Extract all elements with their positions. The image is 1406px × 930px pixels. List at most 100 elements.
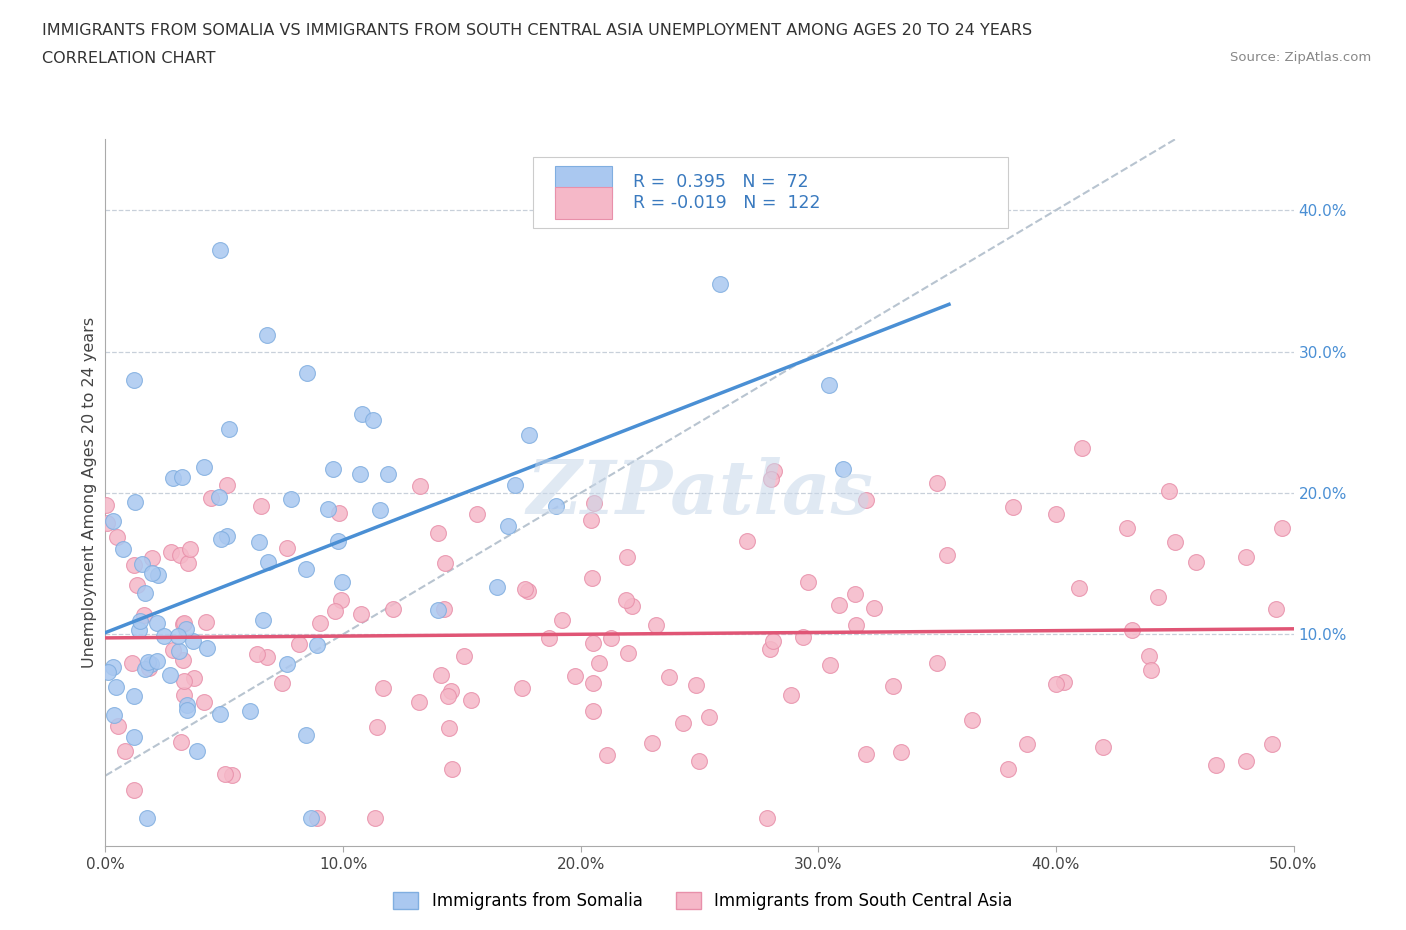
Point <box>582 703 605 718</box>
Point <box>218 421 240 436</box>
Point <box>517 428 540 443</box>
Point <box>134 585 156 600</box>
Point <box>271 676 294 691</box>
Point <box>107 719 129 734</box>
Point <box>997 761 1019 776</box>
Point <box>1053 675 1076 690</box>
Point <box>1147 590 1170 604</box>
Bar <box>533 157 1008 228</box>
Point <box>1271 521 1294 536</box>
Point <box>546 498 568 513</box>
Point <box>620 599 643 614</box>
Point <box>382 602 405 617</box>
Point <box>173 616 195 631</box>
Point <box>641 736 664 751</box>
Point <box>925 655 948 670</box>
Point <box>426 603 449 618</box>
Point <box>162 471 184 485</box>
Point <box>436 688 458 703</box>
Point <box>316 501 339 516</box>
Point <box>322 461 344 476</box>
Point <box>1015 737 1038 752</box>
Point <box>256 327 278 342</box>
Point <box>460 693 482 708</box>
Point <box>326 534 349 549</box>
Point <box>352 406 374 421</box>
Point <box>1045 507 1067 522</box>
Point <box>239 703 262 718</box>
Point <box>377 467 399 482</box>
Point <box>1157 484 1180 498</box>
Point <box>186 744 208 759</box>
Point <box>408 695 430 710</box>
Point <box>209 532 232 547</box>
Point <box>596 748 619 763</box>
Text: ZIPatlas: ZIPatlas <box>526 457 873 529</box>
Point <box>179 541 201 556</box>
Point <box>371 680 394 695</box>
Point <box>820 658 842 673</box>
Point <box>582 635 605 650</box>
Point <box>582 496 605 511</box>
Point <box>167 644 190 658</box>
Point <box>132 608 155 623</box>
Point <box>170 735 193 750</box>
Point <box>600 630 623 644</box>
Point <box>101 513 124 528</box>
Point <box>208 490 231 505</box>
Point <box>349 467 371 482</box>
Point <box>1261 737 1284 751</box>
Point <box>208 243 231 258</box>
Point <box>131 556 153 571</box>
Point <box>409 479 432 494</box>
Point <box>510 681 533 696</box>
Point <box>588 656 610 671</box>
Point <box>328 505 350 520</box>
Point <box>169 548 191 563</box>
Point <box>350 606 373 621</box>
Point <box>193 695 215 710</box>
Point <box>112 541 135 556</box>
Point <box>844 587 866 602</box>
Point <box>294 562 316 577</box>
Point <box>288 636 311 651</box>
Point <box>818 378 841 392</box>
Point <box>1092 740 1115 755</box>
Point <box>146 568 169 583</box>
Point <box>582 676 605 691</box>
Point <box>855 493 877 508</box>
Point <box>195 615 218 630</box>
Point <box>832 461 855 476</box>
Point <box>299 811 322 826</box>
Point <box>129 614 152 629</box>
Point <box>762 634 785 649</box>
Point <box>96 515 118 530</box>
Point <box>685 677 707 692</box>
Point <box>1205 758 1227 773</box>
Text: R = -0.019   N =  122: R = -0.019 N = 122 <box>633 194 821 212</box>
Point <box>797 575 820 590</box>
Point <box>1185 554 1208 569</box>
Point <box>366 720 388 735</box>
Point <box>453 648 475 663</box>
Point <box>890 744 912 759</box>
Point <box>792 630 814 644</box>
Point <box>465 507 488 522</box>
Point <box>249 498 271 513</box>
Point <box>246 646 269 661</box>
Point <box>174 622 197 637</box>
Point <box>176 555 198 570</box>
Point <box>208 707 231 722</box>
Point <box>200 490 222 505</box>
Point <box>124 495 146 510</box>
Point <box>330 575 353 590</box>
Point <box>252 613 274 628</box>
Point <box>138 661 160 676</box>
Point <box>172 616 194 631</box>
Legend: Immigrants from Somalia, Immigrants from South Central Asia: Immigrants from Somalia, Immigrants from… <box>387 885 1019 917</box>
Point <box>759 642 782 657</box>
Bar <box>554 166 612 198</box>
Point <box>614 592 637 607</box>
Point <box>176 698 198 713</box>
Point <box>159 545 181 560</box>
